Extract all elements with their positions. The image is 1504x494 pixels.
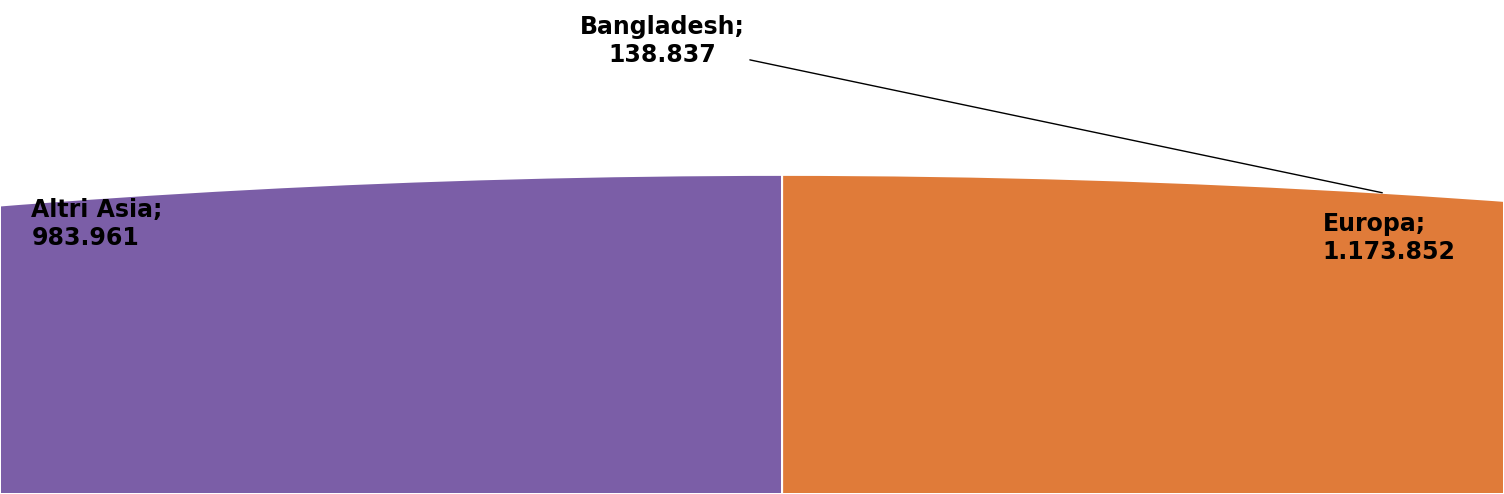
Wedge shape: [0, 246, 1504, 494]
Wedge shape: [782, 175, 1504, 494]
Wedge shape: [0, 175, 782, 494]
Text: Altri Asia;
983.961: Altri Asia; 983.961: [32, 198, 162, 249]
Text: Europa;
1.173.852: Europa; 1.173.852: [1322, 212, 1456, 264]
Text: Bangladesh;
138.837: Bangladesh; 138.837: [579, 15, 1382, 193]
